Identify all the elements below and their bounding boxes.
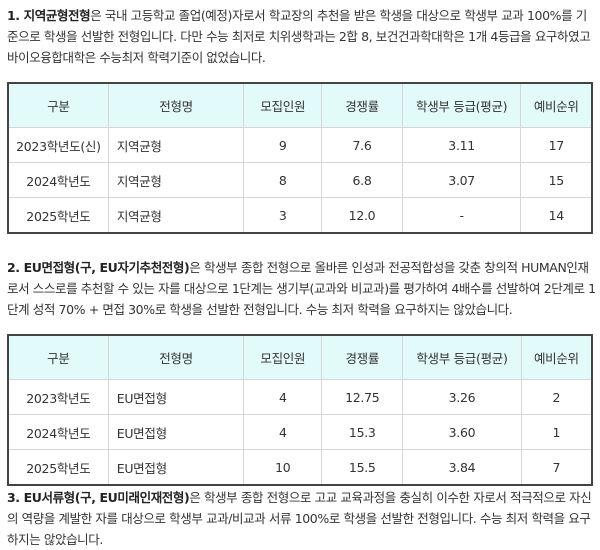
table-cell: 2025학년도 bbox=[7, 197, 109, 234]
section-3-paragraph: 3. EU서류형(구, EU미래인재전형)은 학생부 종합 전형으로 고교 교육… bbox=[7, 487, 597, 550]
section-title: 2. EU면접형(구, EU자기추천전형) bbox=[7, 260, 190, 275]
table-cell: EU면접형 bbox=[107, 449, 245, 486]
admission-table-regional: 구분 전형명 모집인원 경쟁률 학생부 등급(평균) 예비순위 2023학년도(신) 지역균형… bbox=[7, 82, 593, 234]
column-header: 경쟁률 bbox=[321, 82, 403, 128]
column-header: 학생부 등급(평균) bbox=[402, 334, 522, 380]
section-2-paragraph: 2. EU면접형(구, EU자기추천전형)은 학생부 종합 전형으로 올바른 인… bbox=[7, 257, 597, 320]
table-cell: 17 bbox=[520, 127, 593, 163]
table-cell: 7 bbox=[520, 449, 593, 486]
table-cell: 6.8 bbox=[321, 162, 403, 198]
table-cell: 9 bbox=[243, 127, 323, 163]
table-header-row: 구분 전형명 모집인원 경쟁률 학생부 등급(평균) 예비순위 bbox=[7, 334, 593, 380]
table-cell: 3.60 bbox=[402, 414, 522, 450]
table-cell: 14 bbox=[520, 197, 593, 234]
section-title: 3. EU서류형(구, EU미래인재전형) bbox=[7, 490, 190, 505]
table-cell: 12.75 bbox=[321, 379, 404, 415]
table-cell: 7.6 bbox=[321, 127, 403, 163]
table-row: 2023학년도(신) 지역균형 9 7.6 3.11 17 bbox=[7, 127, 593, 163]
table-row: 2023학년도 EU면접형 4 12.75 3.26 2 bbox=[7, 379, 593, 415]
column-header: 전형명 bbox=[107, 82, 245, 128]
table-cell: 12.0 bbox=[321, 197, 403, 234]
table-cell: 3.26 bbox=[402, 379, 522, 415]
column-header: 전형명 bbox=[107, 334, 245, 380]
table-cell: 4 bbox=[243, 414, 323, 450]
table-cell: 15 bbox=[520, 162, 593, 198]
section-title: 1. 지역균형전형 bbox=[7, 8, 91, 23]
table-cell: 3.07 bbox=[401, 162, 522, 198]
table-cell: 3.84 bbox=[402, 449, 522, 486]
table-cell: 15.5 bbox=[321, 449, 404, 486]
table-cell: 2024학년도 bbox=[7, 162, 109, 198]
table-cell: 2025학년도 bbox=[7, 449, 109, 486]
column-header: 모집인원 bbox=[243, 82, 323, 128]
table-cell: 지역균형 bbox=[107, 197, 245, 234]
column-header: 모집인원 bbox=[243, 334, 323, 380]
table-row: 2025학년도 지역균형 3 12.0-14 bbox=[7, 197, 593, 234]
column-header: 구분 bbox=[7, 82, 109, 128]
column-header: 구분 bbox=[7, 334, 109, 380]
section-1-paragraph: 1. 지역균형전형은 국내 고등학교 졸업(예정)자로서 학교장의 추천을 받은… bbox=[7, 5, 597, 68]
section-text: 은 학생부 종합 전형으로 올바른 인성과 전공적합성을 갖춘 창의적 HUMA… bbox=[7, 260, 596, 317]
table-row: 2024학년도 지역균형 8 6.8 3.07 15 bbox=[7, 162, 593, 198]
table-cell: - bbox=[401, 197, 522, 234]
table-cell: EU면접형 bbox=[107, 414, 245, 450]
table-cell: 4 bbox=[243, 379, 323, 415]
table-row: 2024학년도 EU면접형 4 15.3 3.60 1 bbox=[7, 414, 593, 450]
table-cell: 1 bbox=[520, 414, 593, 450]
column-header: 경쟁률 bbox=[321, 334, 404, 380]
table-header-row: 구분 전형명 모집인원 경쟁률 학생부 등급(평균) 예비순위 bbox=[7, 82, 593, 128]
table-cell: 10 bbox=[243, 449, 323, 486]
table-cell: 지역균형 bbox=[107, 127, 245, 163]
table-cell: 지역균형 bbox=[107, 162, 245, 198]
table-cell: 2023학년도 bbox=[7, 379, 109, 415]
table-cell: 3.11 bbox=[401, 127, 522, 163]
table-cell: 2024학년도 bbox=[7, 414, 109, 450]
table-cell: 3 bbox=[243, 197, 323, 234]
table-row: 2025학년도 EU면접형 10 15.5 3.84 7 bbox=[7, 449, 593, 486]
section-text: 은 국내 고등학교 졸업(예정)자로서 학교장의 추천을 받은 학생을 대상으로… bbox=[7, 8, 591, 65]
table-cell: 15.3 bbox=[321, 414, 404, 450]
table-cell: EU면접형 bbox=[107, 379, 245, 415]
table-cell: 2 bbox=[520, 379, 593, 415]
column-header: 예비순위 bbox=[520, 82, 593, 128]
admission-table-interview: 구분 전형명 모집인원 경쟁률 학생부 등급(평균) 예비순위 2023학년도 EU면접형 4 1… bbox=[7, 334, 593, 486]
table-cell: 8 bbox=[243, 162, 323, 198]
column-header: 예비순위 bbox=[520, 334, 593, 380]
column-header: 학생부 등급(평균) bbox=[401, 82, 522, 128]
table-cell: 2023학년도(신) bbox=[7, 127, 109, 163]
